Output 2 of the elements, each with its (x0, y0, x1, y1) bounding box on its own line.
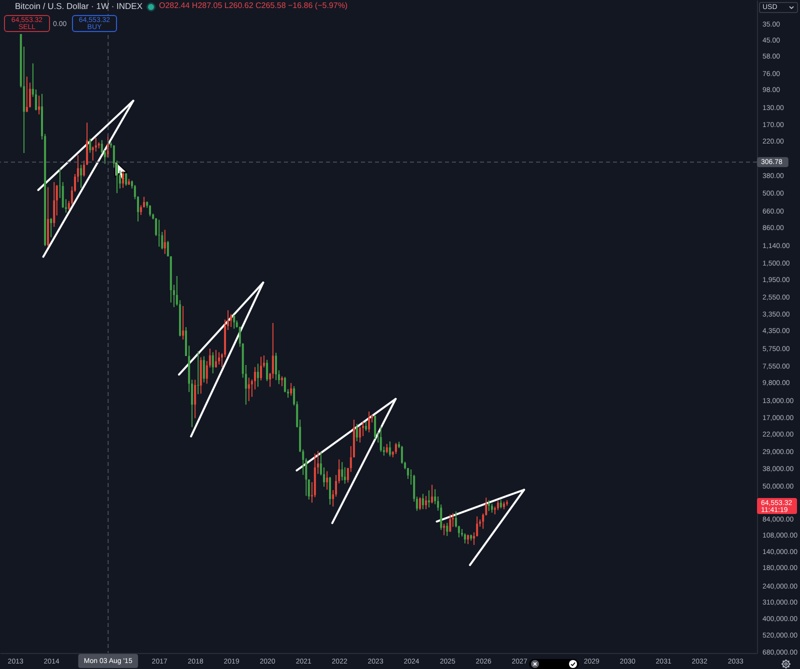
chart-title: Bitcoin / U.S. Dollar · 1W · INDEX (15, 0, 143, 10)
chart-subtitle: O282.44 H287.05 L260.62 C265.58 −16.86 (−5.97%) (159, 1, 348, 10)
